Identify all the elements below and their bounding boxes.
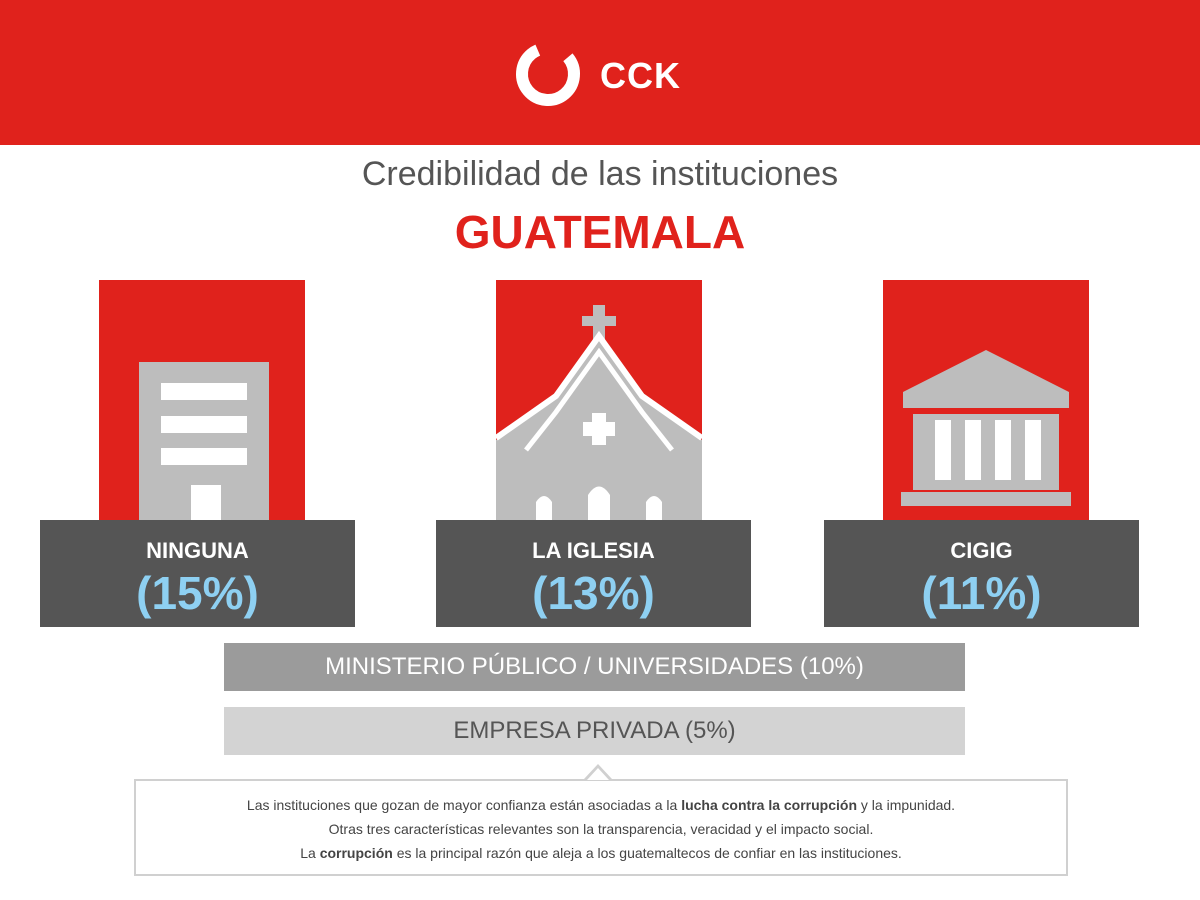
courthouse-icon [901, 350, 1071, 506]
office-building-icon [139, 362, 269, 520]
note-pointer-inner [587, 768, 609, 780]
note-line-1: Las instituciones que gozan de mayor con… [136, 793, 1066, 817]
note-emphasis: lucha contra la corrupción [681, 797, 858, 813]
note-text: La [300, 845, 320, 861]
institution-card-cigig: CIGIG (11%) [824, 520, 1139, 627]
institution-name: NINGUNA [146, 538, 249, 563]
note-line-2: Otras tres características relevantes so… [328, 821, 874, 837]
institution-percent: (11%) [921, 567, 1042, 619]
page-title: Credibilidad de las instituciones [361, 155, 839, 193]
ninguna-illustration-box [99, 280, 305, 520]
note-text: Las instituciones que gozan de mayor con… [246, 797, 682, 813]
logo-text: CCK [600, 55, 681, 96]
institution-percent: (15%) [136, 567, 259, 619]
note-text: y la impunidad. [857, 797, 956, 813]
note-box: Las instituciones que gozan de mayor con… [134, 779, 1068, 876]
cigig-illustration-box [883, 280, 1089, 520]
church-icon [496, 305, 702, 520]
ministerio-universidades-bar: MINISTERIO PÚBLICO / UNIVERSIDADES (10%) [224, 643, 965, 691]
empresa-privada-bar: EMPRESA PRIVADA (5%) [224, 707, 965, 755]
page-subtitle: GUATEMALA [454, 206, 746, 258]
note-emphasis: corrupción [319, 845, 393, 861]
institution-name: LA IGLESIA [532, 538, 655, 563]
institution-name: CIGIG [950, 538, 1013, 563]
note-text: es la principal razón que aleja a los gu… [392, 845, 902, 861]
note-line-3: La corrupción es la principal razón que … [136, 841, 1066, 865]
cck-logo-icon [516, 42, 580, 106]
institution-percent: (13%) [532, 567, 655, 619]
institution-card-iglesia: LA IGLESIA (13%) [436, 520, 751, 627]
iglesia-illustration-box [496, 280, 702, 520]
header-banner: CCK [0, 0, 1200, 145]
institution-card-ninguna: NINGUNA (15%) [40, 520, 355, 627]
